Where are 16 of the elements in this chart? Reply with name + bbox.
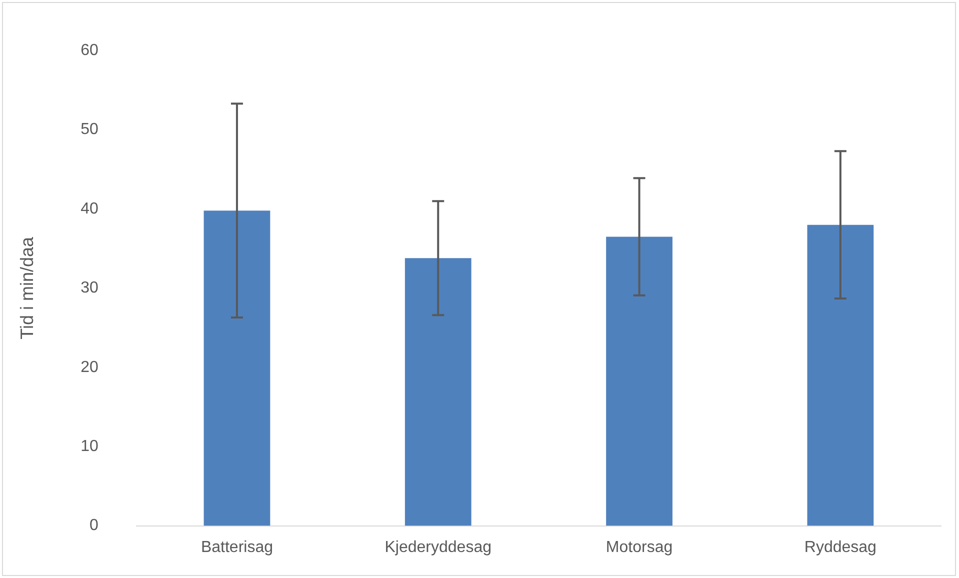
bar — [606, 236, 672, 526]
x-tick-label: Kjederyddesag — [384, 538, 492, 556]
y-tick-label: 0 — [89, 517, 98, 534]
y-tick-label: 60 — [80, 42, 98, 60]
y-tick-label: 40 — [80, 200, 98, 218]
bar — [404, 258, 472, 526]
y-tick-label: 20 — [80, 358, 98, 376]
y-tick-label: 10 — [80, 438, 98, 456]
y-tick-label: 50 — [80, 121, 98, 138]
x-tick-label: Batterisag — [200, 538, 273, 556]
x-tick-label: Motorsag — [606, 538, 673, 556]
x-tick-label: Ryddesag — [804, 538, 876, 556]
y-axis-title: Tid i min/daa — [16, 236, 37, 340]
bar — [204, 210, 270, 526]
y-tick-label: 30 — [80, 280, 98, 297]
bar — [807, 224, 874, 526]
